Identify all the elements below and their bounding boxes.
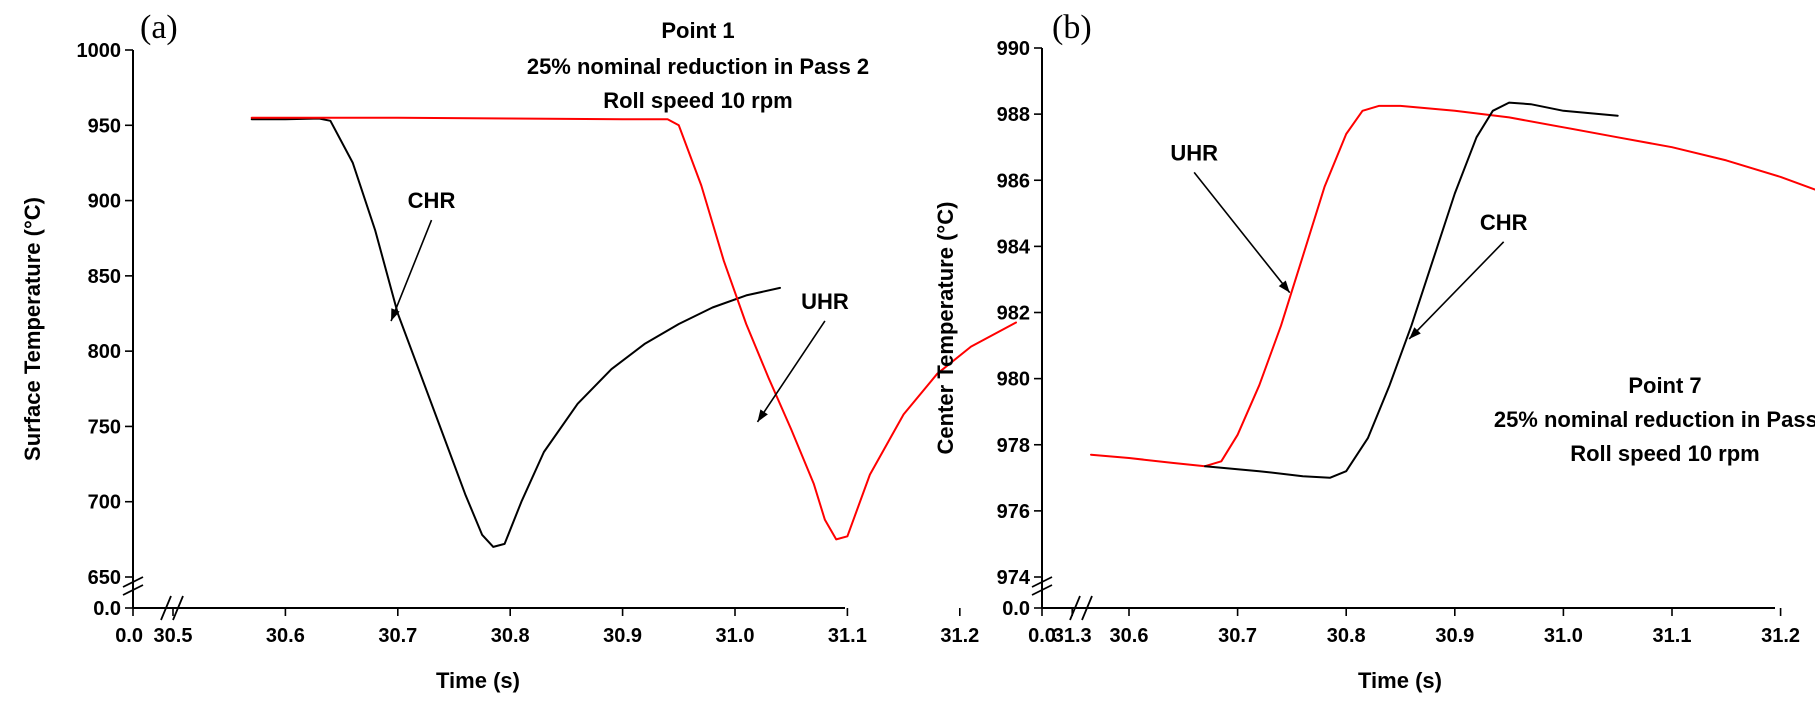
series-label-chr: CHR — [408, 188, 456, 213]
y-tick-label: 650 — [88, 567, 121, 589]
x-tick-label: 30.7 — [1218, 625, 1257, 647]
annotation-line: 25% nominal reduction in Pass 2 — [1494, 407, 1815, 432]
x-tick-label: 30.8 — [491, 625, 530, 647]
y-origin-label: 0.0 — [1002, 598, 1030, 620]
x-tick-label: 31.2 — [1761, 625, 1800, 647]
y-tick-label: 986 — [997, 170, 1030, 192]
arrow-head — [1409, 327, 1421, 339]
y-tick-label: 980 — [997, 369, 1030, 391]
annotation-line: Roll speed 10 rpm — [1570, 441, 1760, 466]
arrow-line — [756, 320, 826, 423]
x-tick-label: 30.9 — [603, 625, 642, 647]
x-tick-label: 31.0 — [716, 625, 755, 647]
annotation-line: 25% nominal reduction in Pass 2 — [527, 54, 869, 79]
y-tick-label: 974 — [997, 567, 1031, 589]
y-tick-label: 976 — [997, 501, 1030, 523]
y-axis-title: Center Temperature (°C) — [933, 202, 958, 455]
y-tick-label: 988 — [997, 104, 1030, 126]
y-tick-label: 982 — [997, 303, 1030, 325]
y-tick-label: 950 — [88, 115, 121, 137]
x-tick-label: 30.6 — [1110, 625, 1149, 647]
chart-panel-b: 974 976 978 980 982 984 986 988 990 0.0 30.6 30.7 30… — [933, 9, 1815, 693]
y-axis-break-mark — [122, 576, 144, 596]
series-line-uhr — [1090, 104, 1815, 468]
y-tick-label: 750 — [88, 416, 121, 438]
arrow-head — [391, 308, 400, 322]
x-origin-label: 0.0 — [1028, 625, 1056, 647]
x-tick-label: 30.5 — [154, 625, 193, 647]
x-tick-label: 30.6 — [266, 625, 305, 647]
series-line-chr — [250, 117, 781, 548]
arrow-head — [757, 409, 768, 422]
y-tick-label: 990 — [997, 38, 1030, 60]
y-origin-label: 0.0 — [93, 598, 121, 620]
chart-panel-a: 650 700 750 800 850 900 950 1000 0.0 30.5 30.6 30.7… — [20, 9, 1092, 693]
series-line-chr — [1204, 101, 1619, 479]
x-tick-label: 31.1 — [828, 625, 867, 647]
panel-label: (a) — [140, 9, 178, 46]
arrow-line — [1408, 241, 1505, 340]
y-axis-break-mark — [1031, 576, 1053, 596]
series-label-chr: CHR — [1480, 210, 1528, 235]
y-tick-label: 850 — [88, 266, 121, 288]
x-tick-label: 30.7 — [378, 625, 417, 647]
x-axis-break-mark — [160, 595, 184, 621]
x-tick-label: 31.0 — [1544, 625, 1583, 647]
y-tick-label: 800 — [88, 341, 121, 363]
x-axis-title: Time (s) — [1358, 668, 1442, 693]
y-tick-label: 978 — [997, 435, 1030, 457]
arrow-line — [1193, 171, 1291, 294]
y-tick-label: 700 — [88, 492, 121, 514]
y-tick-label: 984 — [997, 236, 1031, 258]
y-axis-title: Surface Temperature (°C) — [20, 197, 45, 461]
x-tick-label: 30.8 — [1327, 625, 1366, 647]
x-axis-break-mark — [1069, 595, 1093, 621]
annotation-line: Point 1 — [661, 18, 734, 43]
annotation-line: Roll speed 10 rpm — [603, 88, 793, 113]
x-tick-label: 30.9 — [1435, 625, 1474, 647]
x-tick-label: 31.1 — [1653, 625, 1692, 647]
x-tick-label: 31.3 — [1053, 625, 1092, 647]
arrow-line — [390, 219, 433, 322]
series-line-uhr — [250, 116, 1017, 541]
panel-label: (b) — [1052, 9, 1092, 46]
y-tick-label: 1000 — [77, 40, 122, 62]
x-origin-label: 0.0 — [115, 625, 143, 647]
x-axis-title: Time (s) — [436, 668, 520, 693]
arrow-head — [1278, 280, 1290, 293]
series-label-uhr: UHR — [1170, 140, 1218, 165]
annotation-line: Point 7 — [1628, 373, 1701, 398]
series-label-uhr: UHR — [801, 289, 849, 314]
y-tick-label: 900 — [88, 191, 121, 213]
x-tick-label: 31.2 — [940, 625, 979, 647]
